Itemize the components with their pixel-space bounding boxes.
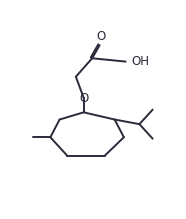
Text: O: O [97, 30, 106, 43]
Text: O: O [79, 92, 88, 104]
Text: OH: OH [131, 55, 149, 68]
